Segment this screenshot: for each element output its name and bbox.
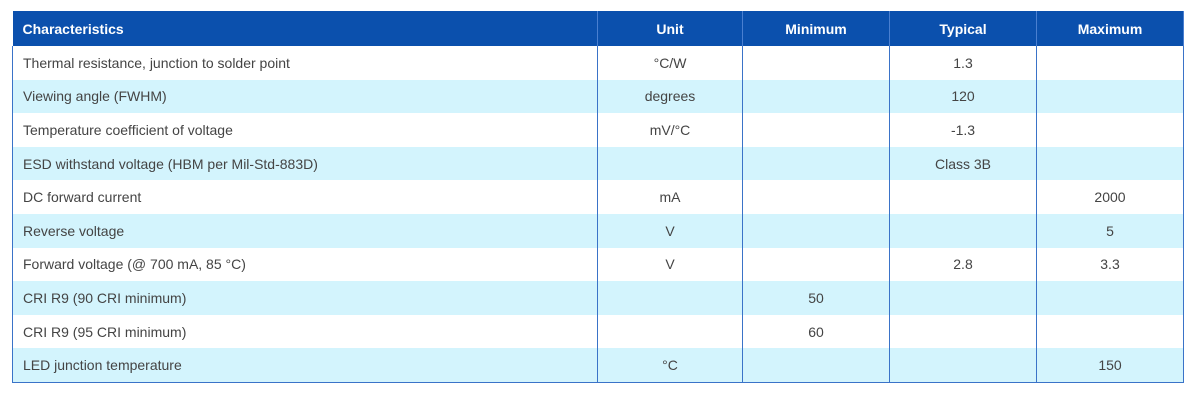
cell-maximum — [1036, 113, 1184, 147]
cell-minimum — [742, 180, 890, 214]
cell-characteristic: Forward voltage (@ 700 mA, 85 °C) — [12, 247, 598, 282]
cell-minimum: 50 — [742, 281, 890, 315]
table-row: Viewing angle (FWHM) degrees 120 — [12, 79, 1184, 114]
cell-characteristic: Thermal resistance, junction to solder p… — [12, 46, 598, 80]
cell-typical — [889, 180, 1037, 214]
table-row: CRI R9 (95 CRI minimum) 60 — [12, 314, 1184, 349]
cell-typical — [889, 213, 1037, 248]
cell-typical: 2.8 — [889, 247, 1037, 282]
cell-unit: °C — [597, 348, 743, 383]
cell-unit — [597, 314, 743, 349]
table-row: LED junction temperature °C 150 — [12, 348, 1184, 383]
cell-characteristic: CRI R9 (90 CRI minimum) — [12, 281, 598, 315]
cell-minimum — [742, 146, 890, 181]
cell-maximum — [1036, 281, 1184, 315]
cell-unit: mA — [597, 180, 743, 214]
table-row: DC forward current mA 2000 — [12, 180, 1184, 214]
cell-maximum — [1036, 79, 1184, 114]
cell-typical — [889, 281, 1037, 315]
cell-unit: mV/°C — [597, 113, 743, 147]
cell-unit — [597, 281, 743, 315]
cell-characteristic: Reverse voltage — [12, 213, 598, 248]
table-row: Temperature coefficient of voltage mV/°C -… — [12, 113, 1184, 147]
characteristics-table: Characteristics Unit Minimum Typical Max… — [12, 11, 1184, 383]
cell-minimum — [742, 79, 890, 114]
cell-characteristic: Viewing angle (FWHM) — [12, 79, 598, 114]
cell-typical: 120 — [889, 79, 1037, 114]
table-row: CRI R9 (90 CRI minimum) 50 — [12, 281, 1184, 315]
cell-characteristic: CRI R9 (95 CRI minimum) — [12, 314, 598, 349]
cell-characteristic: LED junction temperature — [12, 348, 598, 383]
header-minimum: Minimum — [742, 11, 890, 46]
table-row: ESD withstand voltage (HBM per Mil-Std-8… — [12, 146, 1184, 181]
header-maximum: Maximum — [1036, 11, 1184, 46]
table-row: Reverse voltage V 5 — [12, 213, 1184, 248]
cell-maximum: 2000 — [1036, 180, 1184, 214]
cell-unit: °C/W — [597, 46, 743, 80]
cell-typical: Class 3B — [889, 146, 1037, 181]
cell-unit — [597, 146, 743, 181]
cell-unit: V — [597, 247, 743, 282]
cell-maximum — [1036, 146, 1184, 181]
cell-minimum — [742, 348, 890, 383]
cell-minimum — [742, 247, 890, 282]
cell-maximum — [1036, 46, 1184, 80]
cell-characteristic: Temperature coefficient of voltage — [12, 113, 598, 147]
cell-characteristic: DC forward current — [12, 180, 598, 214]
table-row: Thermal resistance, junction to solder p… — [12, 46, 1184, 80]
cell-characteristic: ESD withstand voltage (HBM per Mil-Std-8… — [12, 146, 598, 181]
cell-typical — [889, 348, 1037, 383]
cell-maximum: 5 — [1036, 213, 1184, 248]
header-typical: Typical — [889, 11, 1037, 46]
cell-minimum — [742, 46, 890, 80]
cell-typical: 1.3 — [889, 46, 1037, 80]
header-characteristics: Characteristics — [12, 11, 598, 46]
cell-minimum — [742, 213, 890, 248]
cell-maximum: 150 — [1036, 348, 1184, 383]
cell-unit: degrees — [597, 79, 743, 114]
cell-maximum: 3.3 — [1036, 247, 1184, 282]
cell-typical: -1.3 — [889, 113, 1037, 147]
cell-typical — [889, 314, 1037, 349]
cell-minimum — [742, 113, 890, 147]
cell-maximum — [1036, 314, 1184, 349]
cell-minimum: 60 — [742, 314, 890, 349]
cell-unit: V — [597, 213, 743, 248]
table-row: Forward voltage (@ 700 mA, 85 °C) V 2.8 3.3 — [12, 247, 1184, 282]
header-row: Characteristics Unit Minimum Typical Max… — [12, 11, 1184, 46]
header-unit: Unit — [597, 11, 743, 46]
